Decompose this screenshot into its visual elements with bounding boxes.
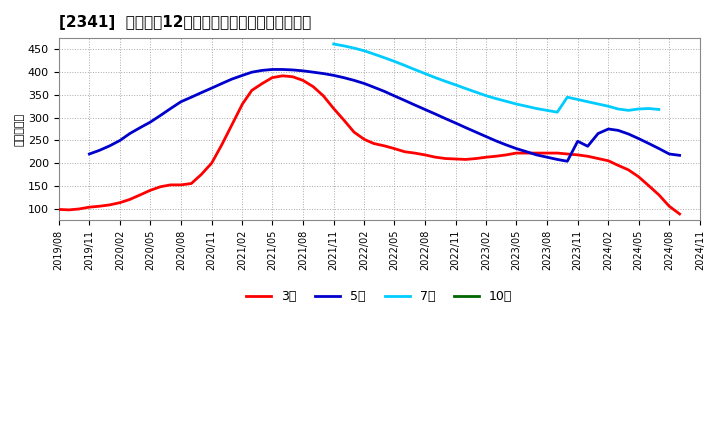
Y-axis label: （百万円）: （百万円） xyxy=(15,113,25,146)
Text: [2341]  経常利益12か月移動合計の標準偏差の推移: [2341] 経常利益12か月移動合計の標準偏差の推移 xyxy=(58,15,311,30)
Legend: 3年, 5年, 7年, 10年: 3年, 5年, 7年, 10年 xyxy=(241,285,517,308)
